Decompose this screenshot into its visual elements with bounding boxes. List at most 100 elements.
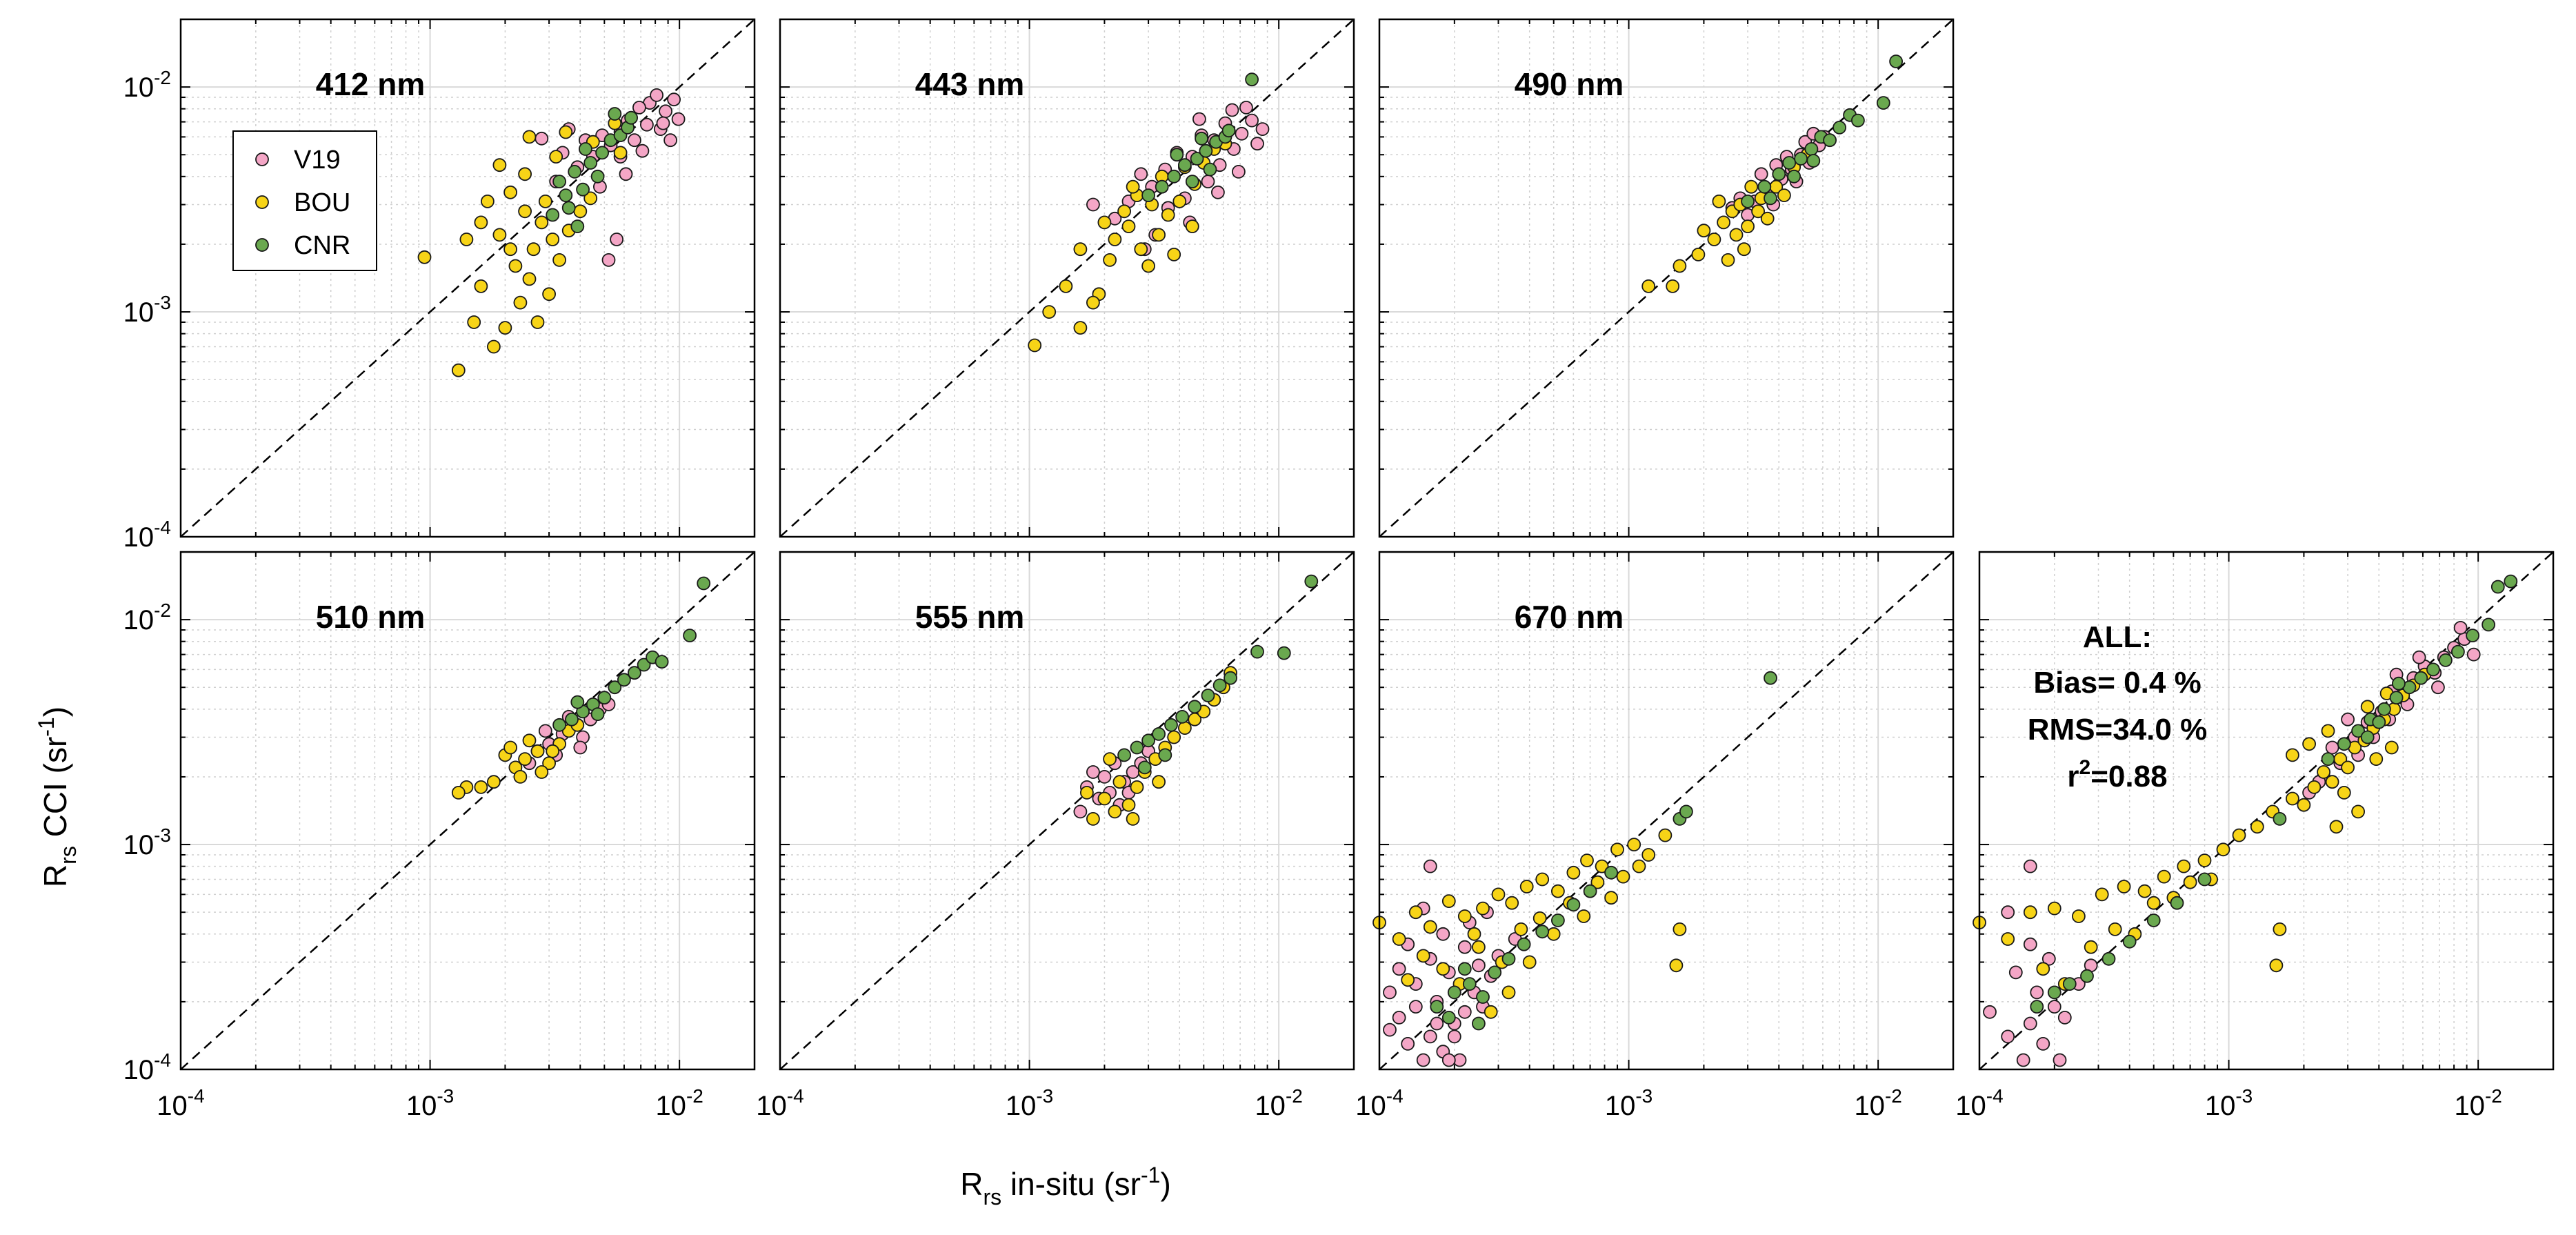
point-cnr — [2122, 934, 2137, 949]
point-bou — [1121, 219, 1136, 234]
point-bou — [530, 315, 545, 329]
point-bou — [1777, 188, 1791, 203]
point-cnr — [1604, 865, 1619, 880]
point-cnr — [2170, 896, 2184, 910]
point-bou — [474, 215, 488, 230]
point-v19 — [2430, 680, 2445, 695]
point-bou — [492, 228, 507, 242]
point-cnr — [1823, 133, 1837, 148]
point-bou — [1042, 305, 1057, 319]
point-bou — [1467, 927, 1481, 941]
point-cnr — [608, 107, 622, 121]
point-v19 — [1416, 1053, 1430, 1067]
point-v19 — [2023, 859, 2037, 873]
x-tick-label: 10-4 — [756, 1085, 803, 1121]
point-bou — [1476, 901, 1490, 916]
point-bou — [1484, 1005, 1498, 1019]
point-bou — [522, 733, 537, 748]
point-bou — [1577, 909, 1591, 923]
point-bou — [2302, 737, 2317, 751]
legend-entries: V19 BOU CNR — [255, 146, 350, 260]
point-cnr — [1782, 156, 1797, 170]
point-v19 — [1383, 1022, 1397, 1037]
point-bou — [1108, 804, 1122, 819]
point-bou — [1691, 247, 1706, 261]
panel-label: 490 nm — [1515, 66, 1624, 102]
point-cnr — [683, 629, 697, 642]
point-cnr — [1583, 884, 1597, 898]
point-cnr — [579, 142, 592, 156]
point-cnr — [608, 680, 622, 695]
point-cnr — [1794, 152, 1808, 166]
tick-exponent: -2 — [2485, 1085, 2502, 1107]
point-bou — [1641, 848, 1656, 862]
point-bou — [1086, 812, 1100, 826]
point-cnr — [1130, 740, 1144, 755]
point-bou — [2360, 700, 2375, 714]
point-cnr — [576, 182, 590, 197]
point-v19 — [538, 724, 552, 738]
point-cnr — [2030, 1000, 2044, 1014]
point-cnr — [597, 691, 612, 705]
point-v19 — [663, 133, 677, 148]
x-tick-label: 10-4 — [157, 1085, 204, 1121]
point-bou — [2269, 958, 2284, 973]
panel-frame — [1378, 551, 1955, 1071]
point-bou — [2216, 842, 2230, 857]
tick-exponent: -3 — [154, 824, 171, 846]
grid — [1379, 19, 1953, 537]
point-v19 — [1211, 185, 1225, 199]
point-cnr — [697, 576, 711, 591]
point-cnr — [1787, 169, 1801, 184]
point-cnr — [1517, 937, 1531, 951]
panel-7: 10-4 10-3 10-2 — [1955, 551, 2555, 1121]
point-bou — [1729, 228, 1744, 242]
point-bou — [1707, 233, 1721, 246]
point-cnr — [2062, 977, 2077, 991]
y-axis-title-sup: -1 — [34, 717, 59, 736]
point-v19 — [671, 112, 686, 126]
point-bou — [542, 287, 556, 302]
one-to-one-line — [180, 551, 755, 1070]
point-bou — [1712, 194, 1726, 208]
stats-line-1: ALL: — [2083, 620, 2152, 654]
data-points — [1973, 574, 2518, 1067]
point-cnr — [1447, 985, 1461, 1000]
point-v19 — [2466, 647, 2481, 662]
point-v19 — [2341, 712, 2355, 727]
point-v19 — [1457, 1005, 1472, 1019]
point-v19 — [667, 92, 681, 107]
point-bou — [1658, 828, 1673, 842]
point-cnr — [1488, 965, 1502, 980]
data-points — [1372, 671, 1777, 1067]
grid — [1979, 552, 2553, 1069]
point-v19 — [1436, 927, 1450, 941]
tick-base: 10 — [655, 1091, 686, 1121]
point-cnr — [1250, 644, 1264, 659]
series-cnr — [546, 107, 638, 234]
stats-r-sup: 2 — [2079, 756, 2091, 779]
point-cnr — [2450, 644, 2465, 659]
panel-label: 555 nm — [915, 599, 1025, 635]
point-bou — [538, 194, 552, 208]
legend-marker-v19 — [255, 152, 269, 166]
x-tick-label: 10-4 — [1355, 1085, 1403, 1121]
point-cnr — [637, 658, 651, 672]
point-cnr — [1806, 154, 1821, 168]
panel-2: 443 nm — [779, 18, 1355, 538]
point-v19 — [2036, 1037, 2050, 1051]
point-bou — [1721, 253, 1735, 267]
point-cnr — [1212, 678, 1227, 693]
point-bou — [508, 259, 523, 273]
point-bou — [1161, 208, 1175, 222]
point-bou — [1471, 940, 1486, 954]
tick-exponent: -4 — [188, 1085, 205, 1107]
point-bou — [1457, 909, 1472, 923]
point-v19 — [1134, 167, 1148, 181]
point-bou — [1097, 791, 1112, 806]
point-cnr — [1203, 162, 1217, 177]
point-v19 — [1086, 197, 1100, 212]
point-bou — [1673, 259, 1687, 273]
point-bou — [2071, 909, 2086, 923]
point-cnr — [561, 201, 576, 215]
